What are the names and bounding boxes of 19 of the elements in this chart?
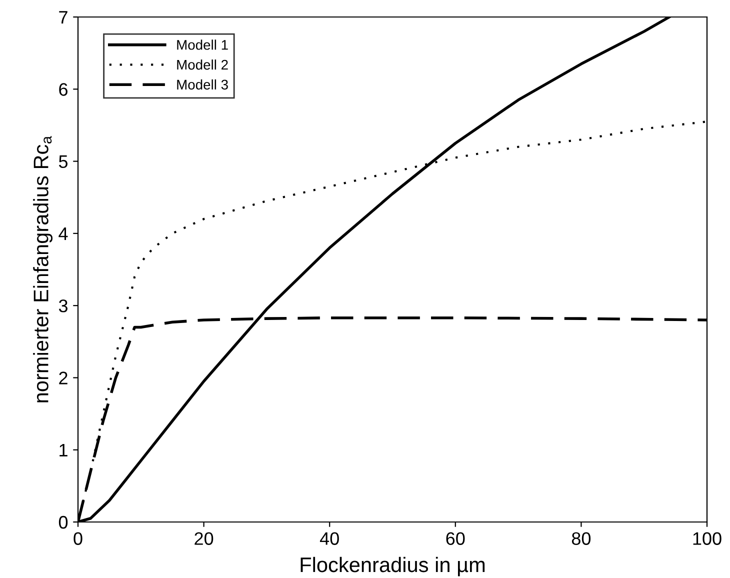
y-tick-label: 7	[59, 11, 68, 24]
x-tick-label: 0	[74, 532, 82, 545]
legend-label: Modell 1	[177, 40, 228, 50]
y-tick-label: 0	[58, 516, 68, 529]
y-tick-label: 3	[58, 300, 68, 312]
x-tick-label: 100	[693, 532, 722, 545]
legend-label: Modell 3	[177, 79, 228, 90]
legend-label: Modell 2	[177, 59, 228, 70]
y-tick-label: 2	[59, 372, 68, 384]
y-tick-label: 6	[59, 83, 68, 96]
y-tick-label: 4	[58, 228, 68, 240]
y-tick-label: 5	[58, 155, 68, 168]
y-axis-title: normierter Einfangradius Rc$_{a}$	[33, 136, 53, 402]
x-tick-label: 80	[572, 532, 591, 545]
x-tick-label: 40	[320, 532, 339, 545]
x-axis-title: Flockenradius in µm	[300, 556, 485, 576]
x-tick-label: 20	[194, 532, 214, 545]
y-tick-label: 1	[60, 444, 68, 456]
x-tick-label: 60	[446, 532, 465, 545]
